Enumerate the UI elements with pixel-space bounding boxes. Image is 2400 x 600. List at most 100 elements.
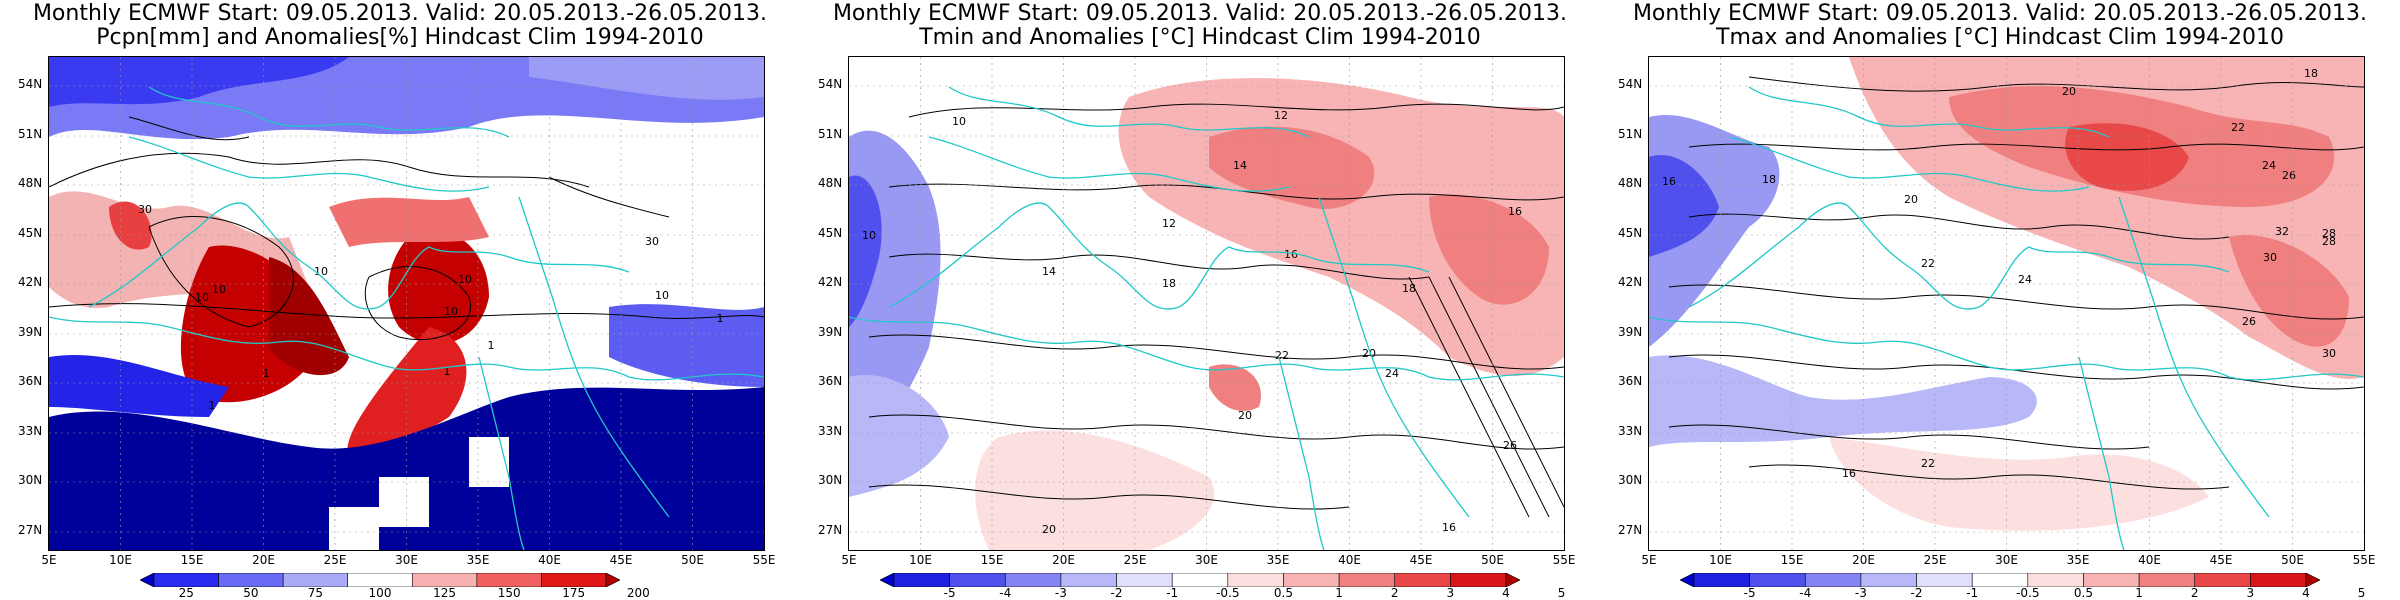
warm-anomaly-area <box>2065 123 2189 191</box>
contour-line <box>908 103 1564 118</box>
cold-anomaly-area <box>849 175 882 327</box>
colorbar-tick-label: -0.5 <box>1216 586 1240 600</box>
contour-line <box>1688 143 2364 151</box>
lat-label: 48N <box>18 176 43 190</box>
lat-label: 27N <box>1618 523 1643 537</box>
contour-label: 18 <box>2304 67 2318 80</box>
colorbar-tick-label: 4 <box>1502 586 1510 600</box>
contour-label: 28 <box>2322 227 2336 240</box>
contour-line <box>49 152 590 188</box>
colorbar-tick-label: -2 <box>1910 586 1923 600</box>
contour-label: 18 <box>1402 282 1416 295</box>
contour-line <box>364 266 472 341</box>
colorbar-swatch <box>949 572 1006 588</box>
colorbar-swatch <box>476 572 542 588</box>
colorbar-tick-label: 3 <box>1446 586 1455 600</box>
contour-label: 32 <box>2275 225 2289 238</box>
tmin-map: 101214121610141816201820222426201816 <box>848 56 1565 551</box>
colorbar-swatch <box>218 572 284 588</box>
lon-label: 45E <box>1409 553 1433 567</box>
contour-label: 20 <box>1042 523 1056 536</box>
coastline <box>1649 316 2364 381</box>
lat-label: 54N <box>18 77 43 91</box>
contour-label: 1 <box>444 365 451 378</box>
contour-line <box>1408 276 1530 518</box>
lat-label: 42N <box>1618 275 1643 289</box>
colorbar-tick-label: -3 <box>1854 586 1867 600</box>
colorbar-swatch <box>411 572 478 588</box>
colorbar-tick-label: -2 <box>1110 586 1123 600</box>
low-anomaly-area <box>49 387 764 550</box>
colorbar-swatch <box>1804 572 1862 588</box>
contour-line <box>1688 213 2230 240</box>
warm-anomaly-area <box>975 430 1215 550</box>
lon-label: 50E <box>1481 553 1504 567</box>
coastline <box>2078 356 2125 550</box>
contour-line <box>548 176 670 218</box>
lat-label: 48N <box>1618 176 1643 190</box>
contour-line <box>868 334 1564 370</box>
panel-title-line1: Monthly ECMWF Start: 09.05.2013. Valid: … <box>832 1 1568 26</box>
colorbar-swatch <box>1450 572 1507 588</box>
tmin-colorbar <box>879 572 1521 590</box>
contour-label: 10 <box>862 229 876 242</box>
contour-line <box>868 414 1564 450</box>
contour-label: 16 <box>1284 248 1298 261</box>
contour-line <box>1668 354 2364 390</box>
colorbar-tick-label: 3 <box>2246 586 2255 600</box>
colorbar-swatch <box>1338 572 1396 588</box>
lat-label: 54N <box>1618 77 1643 91</box>
coastline <box>478 356 525 550</box>
colorbar-tick-label: 1 <box>2135 586 2143 600</box>
lon-label: 20E <box>252 553 275 567</box>
lat-label: 48N <box>818 176 843 190</box>
lat-label: 30N <box>1618 473 1643 487</box>
coastline <box>2118 196 2270 518</box>
lon-label: 35E <box>2066 553 2090 567</box>
contour-label: 22 <box>1921 257 1935 270</box>
contour-label: 10 <box>195 291 209 304</box>
coastline <box>888 202 1430 310</box>
colorbar-swatch <box>1505 572 1521 588</box>
colorbar-swatch <box>2305 572 2321 588</box>
colorbar-tick-label: 150 <box>497 586 521 600</box>
low-anomaly-area <box>49 354 229 417</box>
panel-title-line2: Pcpn[mm] and Anomalies[%] Hindcast Clim … <box>96 25 704 50</box>
lon-label: 15E <box>180 553 204 567</box>
colorbar-tick-label: -4 <box>999 586 1012 600</box>
colorbar-tick-label: -3 <box>1054 586 1067 600</box>
lat-label: 51N <box>1618 127 1643 141</box>
lon-label: 30E <box>1195 553 1218 567</box>
colorbar-tick-label: -5 <box>943 586 956 600</box>
high-anomaly-area <box>109 201 152 250</box>
colorbar-tick-label: 2 <box>1390 586 1399 600</box>
lon-label: 30E <box>1995 553 2018 567</box>
cold-anomaly-area <box>1649 155 1719 257</box>
high-anomaly-area <box>347 327 467 457</box>
contour-line <box>49 303 764 319</box>
lat-label: 51N <box>18 127 43 141</box>
contour-label: 16 <box>1842 467 1856 480</box>
tmax-map: 18 20 22 24 26 28 16 18 20 22 24 26 28 30 32 30 22 16 <box>1648 56 2365 551</box>
coastline <box>1728 136 2090 192</box>
tmax-panel: Monthly ECMWF Start: 09.05.2013. Valid: … <box>1600 0 2400 600</box>
coastline <box>518 196 670 518</box>
colorbar-tick-label: 50 <box>243 586 259 600</box>
low-anomaly-area <box>609 304 764 387</box>
lat-label: 45N <box>18 226 43 240</box>
colorbar-tick-label: 2 <box>2190 586 2199 600</box>
colorbar-swatch <box>2194 572 2251 588</box>
colorbar-tick-label: 1 <box>1335 586 1343 600</box>
lat-label: 42N <box>18 275 43 289</box>
contour-label: 26 <box>2242 315 2256 328</box>
coastline <box>148 86 510 138</box>
lon-label: 40E <box>1338 553 1361 567</box>
lat-label: 33N <box>1618 424 1643 438</box>
colorbar-tick-label: 25 <box>178 586 194 600</box>
contour-label: 12 <box>1162 217 1176 230</box>
lon-label: 10E <box>1709 553 1732 567</box>
contour-label: 14 <box>1042 265 1056 278</box>
contour-label: 20 <box>1362 347 1376 360</box>
white-patch <box>379 477 429 527</box>
contour-label: 16 <box>1442 521 1456 534</box>
